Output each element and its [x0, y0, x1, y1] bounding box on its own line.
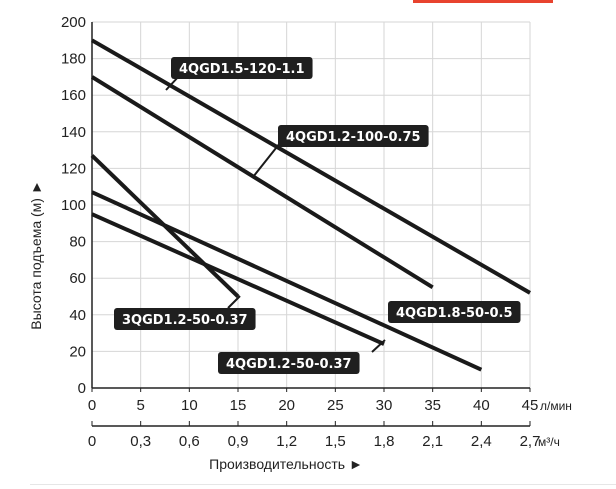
- x-axis-unit: л/мин: [540, 399, 572, 413]
- x2-tick-label: 1,5: [325, 433, 346, 450]
- x-tick-label: 40: [473, 397, 490, 414]
- y-tick-label: 160: [61, 87, 86, 104]
- x2-axis-unit: м³/ч: [538, 435, 560, 449]
- label-text: 4QGD1.2-50-0.37: [226, 357, 352, 372]
- series-lines: [90, 38, 531, 372]
- series-label-4: 4QGD1.2-50-0.37: [218, 339, 386, 374]
- x-tick-label: 30: [376, 397, 393, 414]
- y-tick-label: 0: [78, 380, 86, 397]
- top-accent-bar: [413, 0, 553, 3]
- leader-line: [371, 339, 386, 353]
- series-label-0: 4QGD1.5-120-1.1: [165, 57, 313, 91]
- leader-line: [252, 142, 281, 178]
- x-tick-label: 25: [327, 397, 344, 414]
- x2-tick-label: 0,6: [179, 433, 200, 450]
- bottom-divider: [30, 484, 616, 485]
- label-box: [388, 301, 521, 323]
- series-line-0: [91, 38, 531, 295]
- x-tick-label: 15: [230, 397, 247, 414]
- x2-tick-label: 1,8: [374, 433, 395, 450]
- label-box: [218, 352, 360, 374]
- x2-tick-label: 0,9: [228, 433, 249, 450]
- series-label-3: 4QGD1.8-50-0.5: [388, 301, 521, 323]
- x-tick-label: 35: [424, 397, 441, 414]
- label-text: 3QGD1.2-50-0.37: [122, 313, 248, 328]
- series-label-2: 3QGD1.2-50-0.37: [114, 295, 256, 330]
- label-text: 4QGD1.2-100-0.75: [286, 130, 421, 145]
- x-tick-label: 0: [88, 397, 96, 414]
- label-box: [171, 57, 313, 79]
- y-tick-label: 40: [69, 307, 86, 324]
- y-tick-label: 140: [61, 124, 86, 141]
- y-tick-label: 120: [61, 160, 86, 177]
- label-text: 4QGD1.5-120-1.1: [179, 62, 305, 77]
- x2-tick-label: 0: [88, 433, 96, 450]
- y-tick-label: 20: [69, 343, 86, 360]
- y-tick-label: 60: [69, 270, 86, 287]
- x-tick-label: 20: [278, 397, 295, 414]
- x2-tick-label: 1,2: [276, 433, 297, 450]
- series-label-1: 4QGD1.2-100-0.75: [252, 125, 429, 178]
- series-line-1: [90, 75, 434, 290]
- x2-tick-label: 0,3: [130, 433, 151, 450]
- y-tick-label: 100: [61, 197, 86, 214]
- y-tick-label: 200: [61, 14, 86, 31]
- y-axis-title: Высота подъема (м) ►: [28, 180, 44, 329]
- series-line-4: [91, 212, 385, 346]
- x-tick-label: 45: [522, 397, 539, 414]
- label-text: 4QGD1.8-50-0.5: [396, 306, 513, 321]
- x-tick-label: 10: [181, 397, 198, 414]
- x2-tick-label: 2,4: [471, 433, 492, 450]
- axes: 0 20 40 60 80 100 120 140 160 180 200 0 5 10 15 20 25 30 3…: [61, 14, 572, 450]
- x-axis-title: Производительность ►: [209, 456, 363, 472]
- label-box: [278, 125, 429, 147]
- y-tick-label: 180: [61, 51, 86, 68]
- label-box: [114, 308, 256, 330]
- x2-tick-label: 2,7: [520, 433, 541, 450]
- series-labels: 4QGD1.5-120-1.1 4QGD1.2-100-0.75 3QGD1.2-5…: [114, 57, 521, 374]
- series-line-3: [91, 190, 483, 372]
- x-tick-label: 5: [136, 397, 144, 414]
- leader-line: [227, 295, 241, 309]
- y-tick-label: 80: [69, 234, 86, 251]
- x2-tick-label: 2,1: [422, 433, 443, 450]
